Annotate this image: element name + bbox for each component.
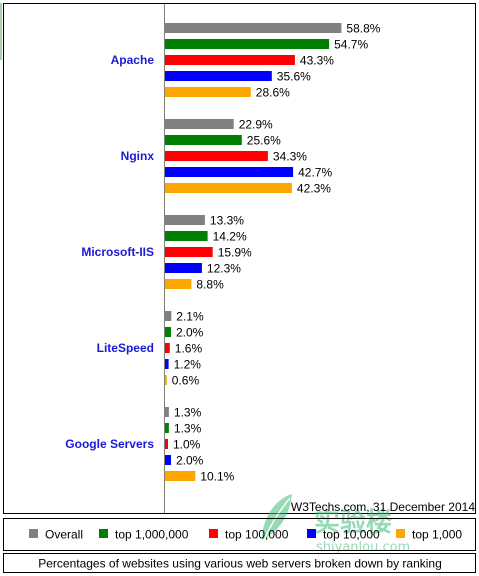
value-label-google-servers-top-10-000: 2.0% (176, 454, 204, 468)
value-label-google-servers-top-1-000-000: 1.3% (174, 422, 202, 436)
bar-google-servers-top-1-000 (165, 471, 196, 481)
value-label-microsoft-iis-top-1-000: 8.8% (196, 278, 224, 292)
bar-microsoft-iis-top-100-000 (165, 247, 213, 257)
category-label-microsoft-iis: Microsoft-IIS (81, 245, 154, 259)
bar-apache-top-1-000-000 (165, 39, 330, 49)
value-label-litespeed-top-100-000: 1.6% (175, 342, 203, 356)
value-label-apache-top-100-000: 43.3% (300, 54, 334, 68)
legend: Overall top 1,000,000 top 100,000 top 10,00… (29, 528, 462, 542)
value-label-google-servers-overall: 1.3% (174, 406, 202, 420)
bar-microsoft-iis-top-1-000 (165, 279, 192, 289)
value-label-google-servers-top-1-000: 10.1% (200, 470, 234, 484)
bar-litespeed-top-10-000 (165, 359, 169, 369)
bar-litespeed-top-1-000 (165, 375, 167, 385)
value-label-litespeed-top-1-000-000: 2.0% (176, 326, 204, 340)
value-label-apache-top-1-000: 28.6% (256, 86, 290, 100)
bars (165, 23, 342, 481)
bar-google-servers-top-100-000 (165, 439, 168, 449)
bar-google-servers-top-10-000 (165, 455, 171, 465)
bar-litespeed-top-100-000 (165, 343, 170, 353)
bar-apache-top-1-000 (165, 87, 251, 97)
caption-box (3, 553, 476, 573)
bar-nginx-top-100-000 (165, 151, 268, 161)
category-labels: Apache Nginx Microsoft-IIS LiteSpeed Google … (65, 53, 154, 451)
bar-litespeed-top-1-000-000 (165, 327, 171, 337)
legend-swatch-top-1-000-000 (99, 529, 108, 538)
value-label-apache-overall: 58.8% (346, 22, 380, 36)
bar-nginx-top-10-000 (165, 167, 294, 177)
category-label-nginx: Nginx (121, 149, 155, 163)
legend-label-overall: Overall (45, 528, 83, 542)
bar-apache-top-10-000 (165, 71, 272, 81)
legend-swatch-top-10-000 (307, 529, 316, 538)
legend-swatch-top-100-000 (209, 529, 218, 538)
legend-swatch-overall (29, 529, 38, 538)
bar-microsoft-iis-overall (165, 215, 205, 225)
value-label-microsoft-iis-top-1-000-000: 14.2% (213, 230, 247, 244)
value-label-apache-top-1-000-000: 54.7% (334, 38, 368, 52)
value-label-nginx-top-10-000: 42.7% (298, 166, 332, 180)
value-label-google-servers-top-100-000: 1.0% (173, 438, 201, 452)
value-label-litespeed-top-1-000: 0.6% (172, 374, 200, 388)
bar-apache-overall (165, 23, 342, 33)
watermark-text-en: shiyanlou.com (316, 540, 410, 555)
bar-microsoft-iis-top-10-000 (165, 263, 202, 273)
bar-litespeed-overall (165, 311, 172, 321)
value-label-nginx-overall: 22.9% (239, 118, 273, 132)
value-label-microsoft-iis-overall: 13.3% (210, 214, 244, 228)
bar-apache-top-100-000 (165, 55, 295, 65)
legend-label-top-10-000: top 10,000 (323, 528, 380, 542)
credit-text: W3Techs.com, 31 December 2014 (291, 500, 475, 514)
caption-text: Percentages of websites using various we… (38, 557, 442, 571)
value-label-nginx-top-100-000: 34.3% (273, 150, 307, 164)
value-labels: 58.8% 54.7%43.3% 35.6% 28.6% 22.9% 25.6% 34.3%… (172, 22, 381, 484)
watermark-logo: 实验楼 shiyanlou.com (262, 494, 410, 555)
value-label-apache-top-10-000: 35.6% (277, 70, 311, 84)
bar-nginx-top-1-000 (165, 183, 292, 193)
watermark-text-cn: 实验楼 (314, 507, 392, 538)
value-label-nginx-top-1-000-000: 25.6% (247, 134, 281, 148)
category-label-apache: Apache (111, 53, 155, 67)
legend-box (3, 518, 476, 551)
bar-google-servers-overall (165, 407, 169, 417)
value-label-microsoft-iis-top-100-000: 15.9% (218, 246, 252, 260)
bar-nginx-top-1-000-000 (165, 135, 242, 145)
category-label-google-servers: Google Servers (65, 437, 154, 451)
bar-microsoft-iis-top-1-000-000 (165, 231, 208, 241)
legend-label-top-100-000: top 100,000 (225, 528, 289, 542)
value-label-litespeed-top-10-000: 1.2% (174, 358, 202, 372)
category-label-litespeed: LiteSpeed (97, 341, 154, 355)
bar-google-servers-top-1-000-000 (165, 423, 169, 433)
value-label-litespeed-overall: 2.1% (176, 310, 204, 324)
value-label-nginx-top-1-000: 42.3% (297, 182, 331, 196)
value-label-microsoft-iis-top-10-000: 12.3% (207, 262, 241, 276)
legend-label-top-1-000: top 1,000 (412, 528, 462, 542)
leaf-icon-inner (264, 497, 291, 539)
legend-label-top-1-000-000: top 1,000,000 (115, 528, 189, 542)
legend-swatch-top-1-000 (396, 529, 405, 538)
bar-nginx-overall (165, 119, 234, 129)
